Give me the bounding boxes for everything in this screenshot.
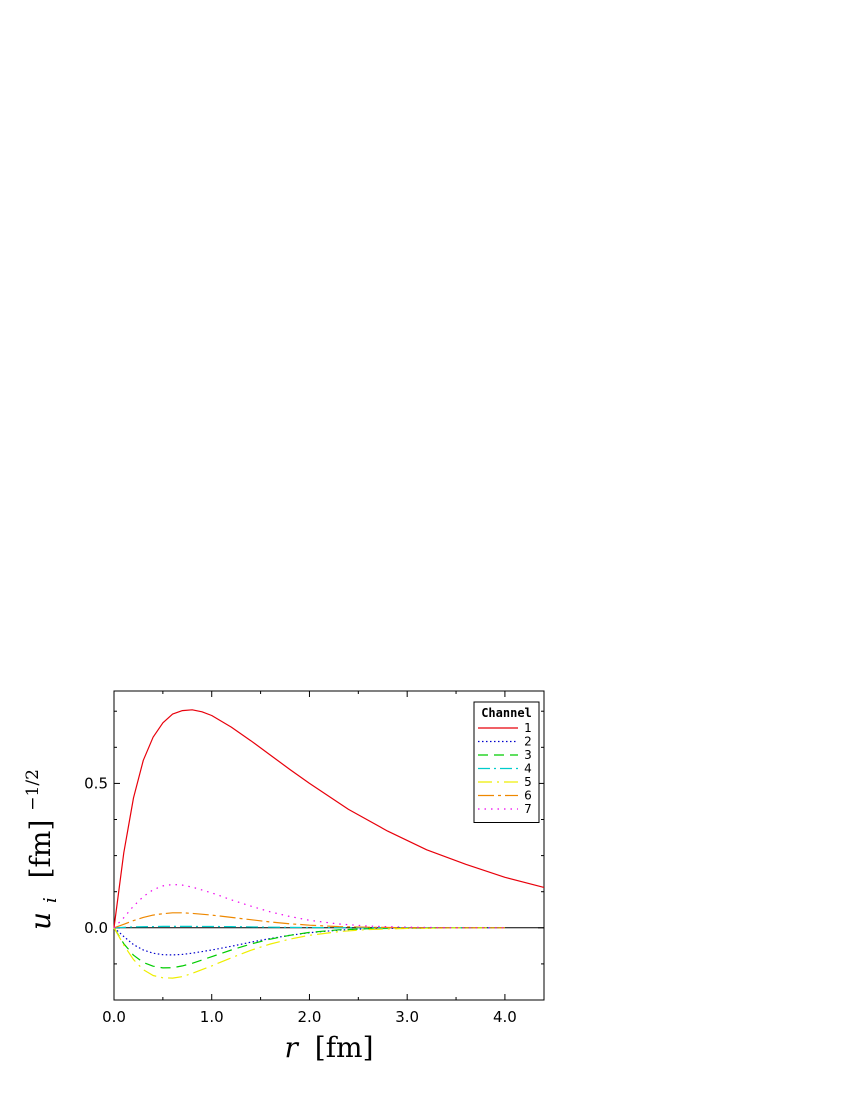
x-axis-label: r [fm] xyxy=(284,1031,373,1064)
legend-box xyxy=(473,701,540,823)
series-line-5 xyxy=(113,927,505,979)
legend-title: Channel xyxy=(481,706,532,720)
series-line-6 xyxy=(113,912,505,929)
series-line-7 xyxy=(113,883,505,929)
y-axis-variable: u xyxy=(24,912,57,930)
legend-label-4: 4 xyxy=(524,762,532,776)
series-lines xyxy=(113,709,545,979)
legend-label-5: 5 xyxy=(524,775,532,789)
y-axis-unit: [fm] xyxy=(24,820,57,879)
legend-label-6: 6 xyxy=(524,789,532,803)
y-axis-subscript: i xyxy=(40,897,61,903)
legend-label-2: 2 xyxy=(524,735,532,749)
x-tick-label: 2.0 xyxy=(298,1008,322,1026)
series-line-1 xyxy=(113,709,545,928)
plot-frame xyxy=(113,690,545,1001)
legend-label-7: 7 xyxy=(524,802,532,816)
x-tick-label: 4.0 xyxy=(493,1008,517,1026)
series-line-2 xyxy=(113,927,505,956)
x-tick-label: 3.0 xyxy=(395,1008,419,1026)
y-axis-label: u i [fm] −1/2 xyxy=(23,769,63,930)
x-tick-label: 1.0 xyxy=(200,1008,224,1026)
legend-label-1: 1 xyxy=(524,721,532,735)
y-tick-label: 0.0 xyxy=(84,919,108,937)
y-axis-exponent: −1/2 xyxy=(23,769,43,811)
x-axis-variable: r xyxy=(284,1031,299,1064)
y-tick-label: 0.5 xyxy=(84,774,108,792)
legend-label-3: 3 xyxy=(524,748,532,762)
x-axis-unit: [fm] xyxy=(315,1031,374,1064)
x-tick-label: 0.0 xyxy=(102,1008,126,1026)
series-line-3 xyxy=(113,927,505,969)
